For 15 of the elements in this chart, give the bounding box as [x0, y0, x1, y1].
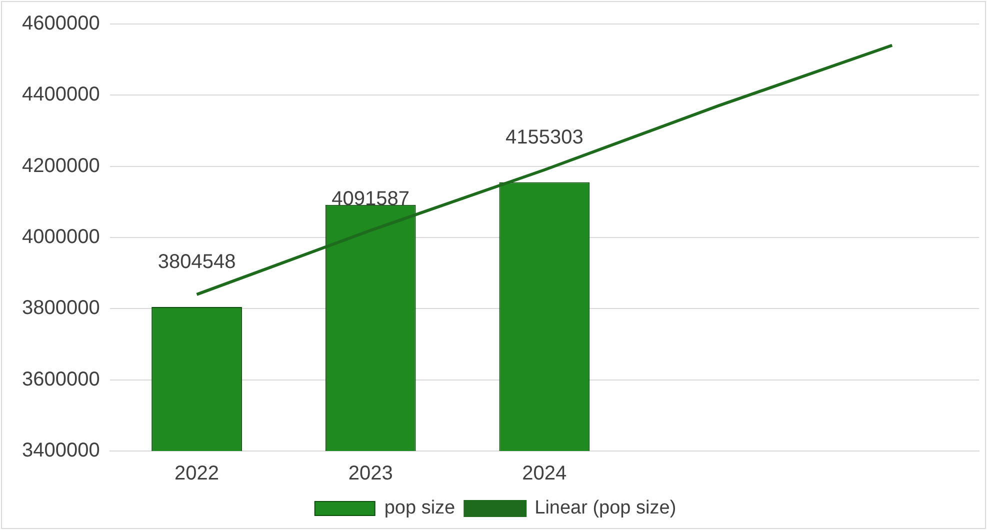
legend-label: pop size: [384, 498, 456, 519]
x-tick-label: 2023: [348, 462, 393, 485]
y-tick-label: 3600000: [22, 368, 100, 390]
x-tick-label: 2022: [174, 462, 220, 485]
data-label: 3804548: [158, 251, 236, 274]
data-label: 4155303: [505, 126, 584, 149]
legend-label: Linear (pop size): [534, 498, 676, 519]
y-tick-label: 4400000: [22, 84, 100, 106]
y-tick-label: 3800000: [22, 297, 100, 320]
y-tick-label: 4600000: [22, 12, 100, 35]
y-tick-label: 4200000: [22, 154, 100, 177]
y-tick-label: 4000000: [22, 226, 100, 248]
y-tick-label: 3400000: [22, 440, 100, 462]
x-tick-label: 2024: [522, 462, 567, 485]
data-label: 4091587: [332, 188, 410, 210]
